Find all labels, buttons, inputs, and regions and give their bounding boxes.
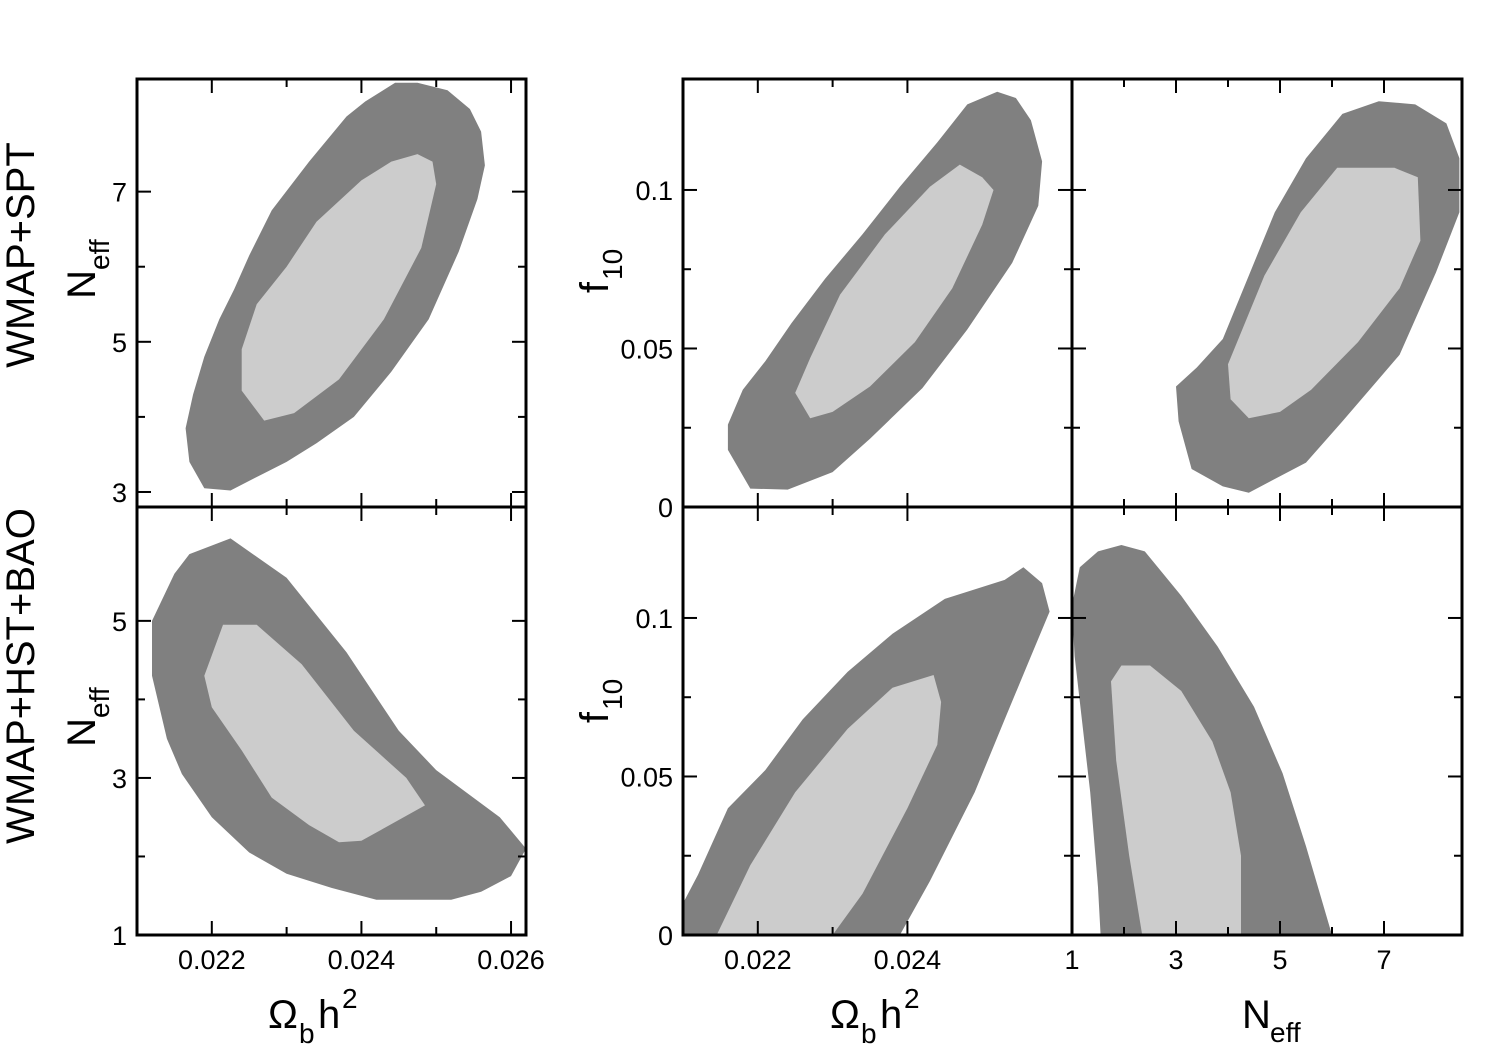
y-tick-label: 1 — [112, 921, 127, 951]
panel-bao-neff-f10: 1 3 5 7 — [1064, 505, 1464, 975]
x-tick-label: 0.024 — [328, 945, 396, 975]
contours-bao-omega-neff — [152, 538, 526, 900]
y-axis-title-f10-top: f 10 — [573, 249, 628, 293]
inner-contour-spt-omega-neff — [241, 154, 437, 421]
svg-text:2: 2 — [904, 983, 920, 1014]
x-tick-label: 0.022 — [178, 945, 246, 975]
inner-contour-spt-neff-f10 — [1228, 167, 1421, 419]
panel-bao-omega-neff: 0.022 0.024 0.026 1 3 5 — [112, 505, 545, 975]
x-axis-title-omega-left: Ω b h 2 — [268, 983, 358, 1049]
svg-text:eff: eff — [84, 239, 115, 270]
x-tick-label: 5 — [1272, 945, 1287, 975]
inner-contour-bao-omega-f10 — [716, 675, 942, 935]
svg-text:b: b — [861, 1018, 877, 1049]
svg-text:Ω: Ω — [268, 993, 298, 1037]
svg-text:eff: eff — [84, 687, 115, 718]
y-tick-label: 3 — [112, 764, 127, 794]
x-tick-label: 3 — [1168, 945, 1183, 975]
frame-bao-neff-f10 — [1070, 505, 1464, 937]
contours-spt-omega-neff — [185, 82, 485, 491]
contours-spt-neff-f10 — [1176, 101, 1460, 493]
y-tick-label: 0 — [658, 921, 673, 951]
frame-bao-omega-neff — [135, 505, 528, 937]
x-tick-label: 7 — [1376, 945, 1391, 975]
svg-text:Ω: Ω — [830, 993, 860, 1037]
y-axis-title-f10-bottom: f 10 — [573, 679, 628, 723]
inner-contour-bao-neff-f10 — [1111, 665, 1241, 935]
y-tick-label: 0.1 — [635, 604, 673, 634]
svg-text:2: 2 — [342, 983, 358, 1014]
y-tick-label: 0.05 — [620, 762, 673, 792]
y-tick-label: 0 — [658, 493, 673, 523]
x-tick-label: 0.026 — [477, 945, 545, 975]
y-axis-title-neff-top: N eff — [60, 239, 115, 299]
svg-text:h: h — [318, 993, 340, 1037]
y-tick-label: 3 — [112, 478, 127, 508]
contours-bao-neff-f10 — [1072, 545, 1332, 935]
x-axis-title-omega-middle: Ω b h 2 — [830, 983, 920, 1049]
row-label-wmap-spt: WMAP+SPT — [0, 142, 43, 368]
svg-text:f: f — [573, 281, 617, 293]
svg-text:N: N — [1242, 993, 1271, 1037]
x-tick-label: 1 — [1064, 945, 1079, 975]
y-tick-label: 0.1 — [635, 176, 673, 206]
svg-text:b: b — [299, 1018, 315, 1049]
contours-spt-omega-f10 — [727, 91, 1043, 490]
panel-spt-omega-neff: 3 5 7 — [112, 77, 528, 509]
x-tick-label: 0.024 — [874, 945, 942, 975]
x-axis-title-neff-right: N eff — [1242, 993, 1301, 1048]
y-tick-label: 5 — [112, 607, 127, 637]
inner-contour-spt-omega-f10 — [795, 164, 994, 419]
x-tick-label: 0.022 — [724, 945, 792, 975]
svg-text:N: N — [60, 270, 104, 299]
y-tick-label: 7 — [112, 178, 127, 208]
panel-bao-omega-f10: 0.022 0.024 0 0.05 0.1 — [620, 505, 1074, 975]
panel-spt-omega-f10: 0 0.05 0.1 — [620, 77, 1074, 523]
svg-text:h: h — [880, 993, 902, 1037]
inner-contour-bao-omega-neff — [204, 624, 425, 843]
svg-text:10: 10 — [597, 679, 628, 710]
svg-text:eff: eff — [1270, 1017, 1301, 1048]
svg-text:f: f — [573, 711, 617, 723]
svg-text:N: N — [60, 718, 104, 747]
contours-bao-omega-f10 — [683, 567, 1050, 935]
panel-spt-neff-f10 — [1070, 77, 1464, 509]
y-tick-label: 5 — [112, 328, 127, 358]
y-tick-label: 0.05 — [620, 334, 673, 364]
y-axis-title-neff-bottom: N eff — [60, 687, 115, 747]
svg-text:10: 10 — [597, 249, 628, 280]
row-label-wmap-hst-bao: WMAP+HST+BAO — [0, 508, 43, 844]
